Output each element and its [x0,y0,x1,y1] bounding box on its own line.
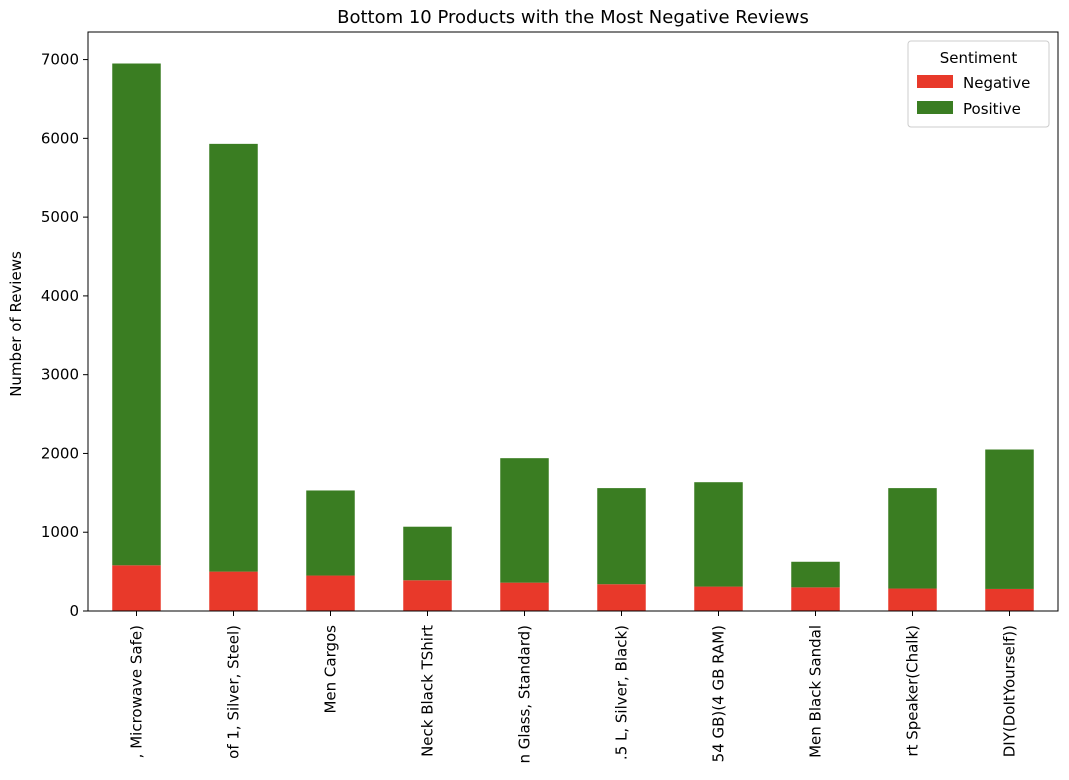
bar-positive-8 [888,488,937,589]
x-tick-label-9: DIY(DoItYourself)) [1001,625,1019,757]
bar-positive-5 [597,488,646,585]
bar-negative-4 [500,582,549,611]
legend-swatch-positive [917,101,953,114]
x-tick-label-4: n Glass, Standard) [516,625,534,764]
bar-negative-0 [112,565,161,611]
bar-negative-5 [597,584,646,611]
y-tick-label-7: 7000 [41,51,79,69]
bar-negative-6 [694,586,743,611]
bar-positive-3 [403,526,452,581]
bar-positive-2 [306,490,355,576]
legend-label-positive: Positive [963,100,1021,118]
bar-positive-0 [112,63,161,566]
bars-group [112,63,1034,611]
bar-positive-9 [985,449,1034,589]
y-tick-label-4: 4000 [41,287,79,305]
bar-negative-1 [209,571,258,611]
bar-negative-3 [403,580,452,611]
plot-frame [87,31,1059,612]
y-tick-label-5: 5000 [41,208,79,226]
legend-title: Sentiment [940,49,1018,67]
x-tick-label-7: Men Black Sandal [807,625,825,758]
y-axis-title: Number of Reviews [7,251,25,397]
axes-group: 0 1000 2000 3000 4000 5000 6000 7000 , Microwave… [41,31,1059,764]
y-tick-label-2: 2000 [41,444,79,462]
y-tick-label-1: 1000 [41,523,79,541]
bar-positive-7 [791,561,840,588]
x-tick-label-2: Men Cargos [322,625,340,714]
bar-positive-1 [209,143,258,572]
bar-negative-8 [888,588,937,611]
chart-title: Bottom 10 Products with the Most Negativ… [337,7,809,28]
bar-positive-6 [694,482,743,587]
x-tick-label-5: .5 L, Silver, Black) [613,625,631,760]
bar-negative-2 [306,575,355,611]
legend-swatch-negative [917,75,953,88]
bar-positive-4 [500,458,549,583]
y-tick-label-3: 3000 [41,366,79,384]
bar-negative-9 [985,588,1034,611]
y-tick-label-6: 6000 [41,129,79,147]
bar-negative-7 [791,587,840,611]
x-tick-label-3: Neck Black TShirt [419,625,437,757]
x-tick-label-1: of 1, Silver, Steel) [225,625,243,759]
legend-label-negative: Negative [963,74,1030,92]
x-tick-label-6: 54 GB)(4 GB RAM) [710,625,728,762]
legend: Sentiment Negative Positive [907,40,1050,128]
y-tick-label-0: 0 [69,602,79,620]
x-tick-label-8: rt Speaker(Chalk) [904,625,922,757]
x-tick-label-0: , Microwave Safe) [128,625,146,758]
